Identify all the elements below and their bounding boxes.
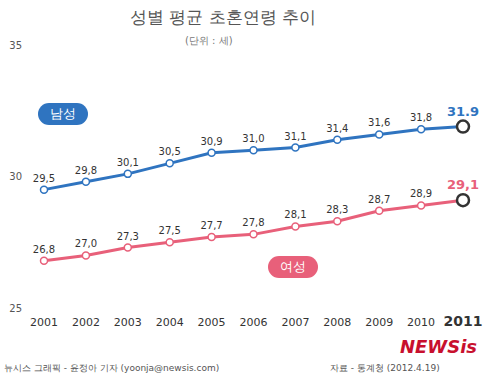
svg-text:31,1: 31,1 [284,131,306,142]
svg-text:28,1: 28,1 [284,209,306,220]
svg-text:2005: 2005 [198,316,226,329]
svg-text:27,0: 27,0 [75,238,97,249]
svg-text:2010: 2010 [407,316,435,329]
svg-text:2008: 2008 [323,316,351,329]
svg-text:28,9: 28,9 [410,188,432,199]
svg-text:27,5: 27,5 [159,225,181,236]
svg-text:27,8: 27,8 [242,217,264,228]
svg-text:30,5: 30,5 [159,146,181,157]
html-text:남성: 남성 [50,106,76,121]
svg-text:2011: 2011 [444,313,483,329]
svg-text:29,5: 29,5 [33,173,55,184]
html-text:여성: 여성 [280,259,306,274]
svg-text:30,1: 30,1 [117,157,139,168]
svg-text:35: 35 [9,40,22,51]
svg-text:31,6: 31,6 [368,117,390,128]
svg-text:31.9: 31.9 [447,104,479,119]
svg-text:2001: 2001 [30,316,58,329]
html-text:자료 - 통계청 (2012.4.19): 자료 - 통계청 (2012.4.19) [330,363,440,373]
svg-text:26,8: 26,8 [33,244,55,255]
svg-text:28,7: 28,7 [368,194,390,205]
html-text:NEWSis: NEWSis [400,336,478,357]
svg-text:25: 25 [9,303,22,314]
svg-text:30: 30 [9,171,22,182]
svg-text:2009: 2009 [365,316,393,329]
html-text:(단위 : 세): (단위 : 세) [185,35,233,46]
svg-text:27,3: 27,3 [117,231,139,242]
svg-text:28,3: 28,3 [326,204,348,215]
svg-text:27,7: 27,7 [200,220,222,231]
svg-text:30,9: 30,9 [200,136,222,147]
html-text:성별 평균 초혼연령 추이: 성별 평균 초혼연령 추이 [130,7,317,27]
svg-text:2004: 2004 [156,316,184,329]
svg-text:2003: 2003 [114,316,142,329]
svg-text:31,0: 31,0 [242,133,264,144]
svg-text:2006: 2006 [240,316,268,329]
svg-text:29,1: 29,1 [447,177,479,192]
svg-text:2002: 2002 [72,316,100,329]
svg-text:29,8: 29,8 [75,165,97,176]
html-text:뉴시스 그래픽 - 윤정아 기자 (yoonja@newsi: 뉴시스 그래픽 - 윤정아 기자 (yoonja@newsis.com) [4,363,220,373]
svg-text:31,4: 31,4 [326,123,348,134]
svg-text:2007: 2007 [281,316,309,329]
svg-text:31,8: 31,8 [410,112,432,123]
